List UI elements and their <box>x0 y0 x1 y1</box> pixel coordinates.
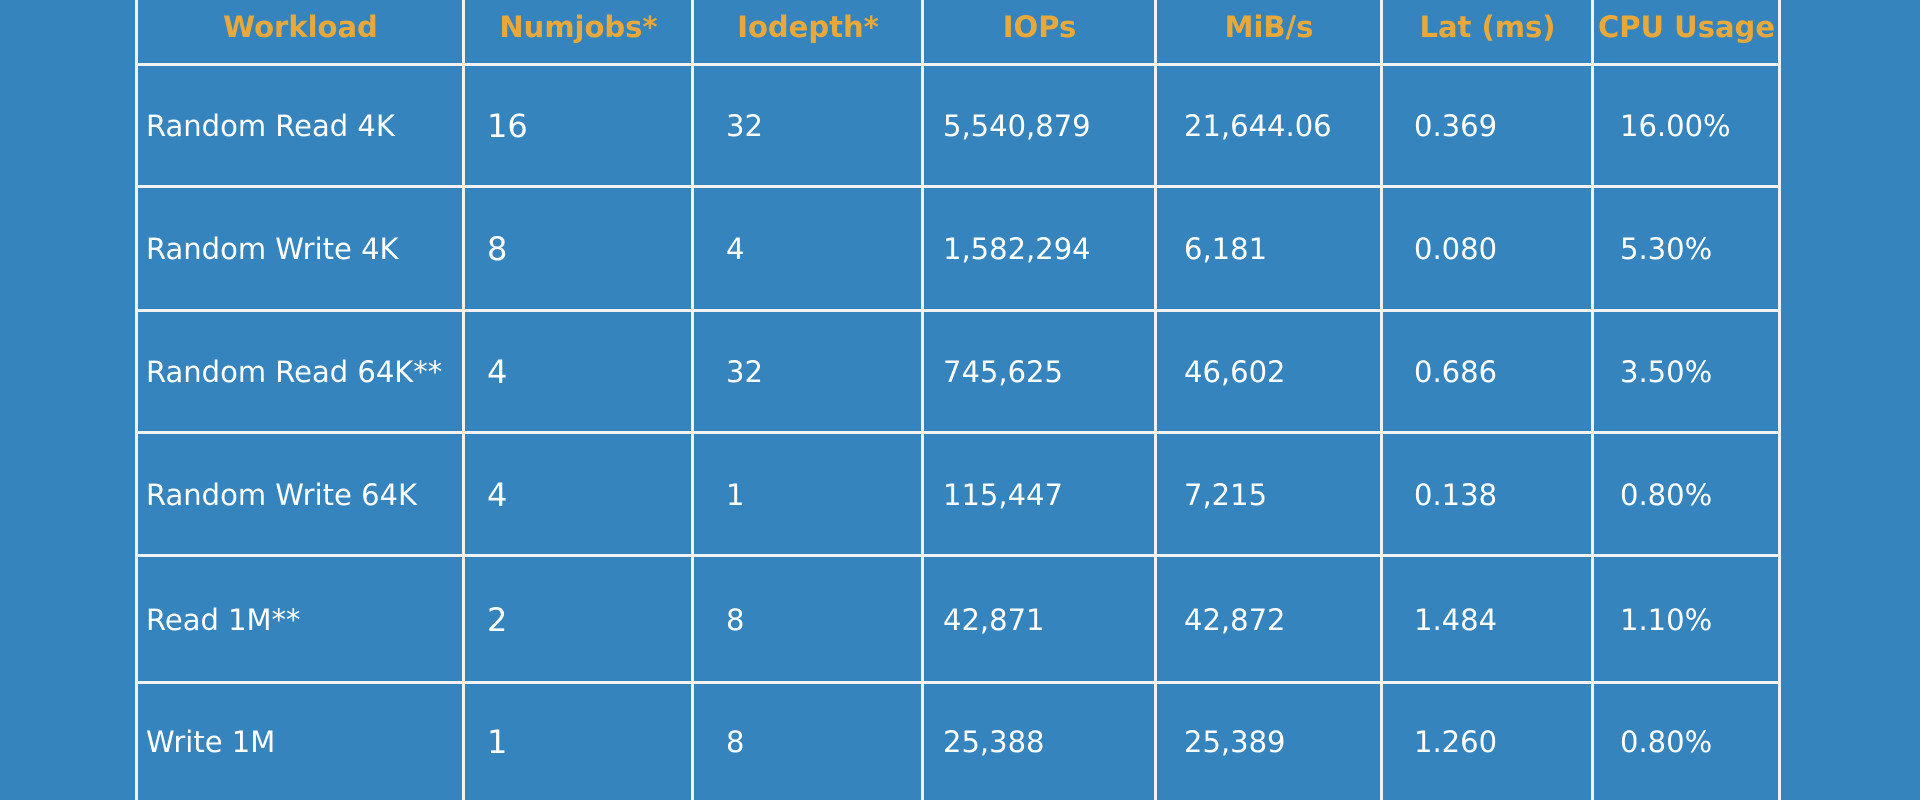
table-cell: 25,388 <box>943 724 1045 759</box>
table-cell: Random Write 64K <box>146 477 417 512</box>
table-cell: Random Read 64K** <box>146 355 443 389</box>
table-cell: 25,389 <box>1184 724 1286 759</box>
column-border <box>135 0 138 800</box>
column-border <box>1778 0 1781 800</box>
table-cell: 46,602 <box>1184 355 1286 389</box>
column-border <box>1154 0 1157 800</box>
table-cell: 745,625 <box>943 355 1063 389</box>
table-cell: 32 <box>726 109 763 143</box>
table-cell: 5,540,879 <box>943 109 1091 143</box>
column-border <box>1380 0 1383 800</box>
column-header: MiB/s <box>1224 9 1314 44</box>
row-border <box>135 431 1781 434</box>
row-border <box>135 681 1781 684</box>
table-cell: 4 <box>726 232 745 266</box>
table-cell: 0.80% <box>1620 477 1713 512</box>
table-cell: 21,644.06 <box>1184 109 1332 143</box>
table-cell: 4 <box>487 353 508 391</box>
column-header: CPU Usage <box>1598 9 1775 44</box>
table-cell: 3.50% <box>1620 355 1713 389</box>
table-cell: 1 <box>487 722 508 761</box>
table-cell: 115,447 <box>943 477 1063 512</box>
row-border <box>135 185 1781 188</box>
column-header: Iodepth* <box>737 9 879 44</box>
table-cell: 1.484 <box>1414 602 1498 637</box>
table-cell: Random Read 4K <box>146 109 395 143</box>
table-cell: 1.260 <box>1414 724 1498 759</box>
table-cell: Read 1M** <box>146 602 301 637</box>
table-cell: 1,582,294 <box>943 232 1091 266</box>
table-cell: 8 <box>487 230 508 268</box>
table-cell: 7,215 <box>1184 477 1268 512</box>
row-border <box>135 554 1781 557</box>
table-cell: 16 <box>487 107 528 145</box>
table-cell: 16.00% <box>1620 109 1731 143</box>
column-border <box>921 0 924 800</box>
table-cell: 1 <box>726 477 745 512</box>
table-cell: 0.686 <box>1414 355 1498 389</box>
column-border <box>462 0 465 800</box>
row-border <box>135 309 1781 312</box>
table-cell: 0.80% <box>1620 724 1713 759</box>
table-cell: Write 1M <box>146 724 276 759</box>
table-cell: 32 <box>726 355 763 389</box>
table-cell: 8 <box>726 724 745 759</box>
table-cell: 42,872 <box>1184 602 1286 637</box>
column-header: Workload <box>223 9 378 44</box>
table-cell: 2 <box>487 600 508 639</box>
table-cell: 1.10% <box>1620 602 1713 637</box>
table-cell: 4 <box>487 475 508 514</box>
column-header: Numjobs* <box>499 9 658 44</box>
table-cell: 42,871 <box>943 602 1045 637</box>
column-header: IOPs <box>1002 9 1077 44</box>
column-border <box>1591 0 1594 800</box>
table-cell: 0.080 <box>1414 232 1498 266</box>
table-cell: 6,181 <box>1184 232 1268 266</box>
table-cell: 0.138 <box>1414 477 1498 512</box>
column-border <box>691 0 694 800</box>
column-header: Lat (ms) <box>1419 9 1556 44</box>
table-cell: 8 <box>726 602 745 637</box>
table-cell: 5.30% <box>1620 232 1713 266</box>
row-border <box>135 63 1781 66</box>
table-cell: Random Write 4K <box>146 232 399 266</box>
table-cell: 0.369 <box>1414 109 1498 143</box>
